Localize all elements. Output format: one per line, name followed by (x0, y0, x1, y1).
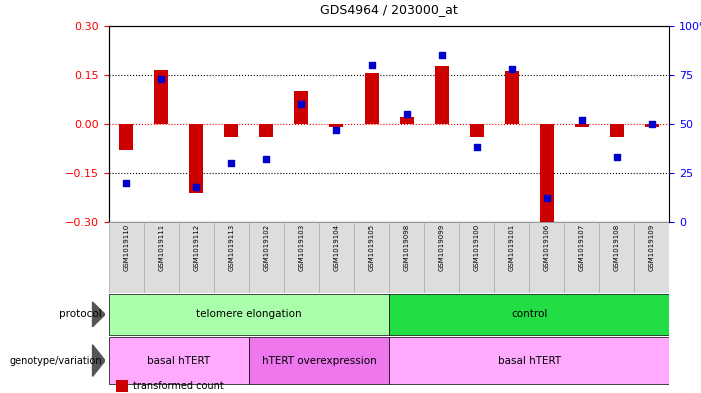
Text: telomere elongation: telomere elongation (196, 309, 301, 320)
Point (366, 62, 377, 68)
Bar (564, 222, 599, 293)
Bar (144, 222, 179, 293)
Bar (389, 294, 669, 335)
Bar (470, 124, 484, 137)
Bar (389, 222, 424, 293)
Bar (575, 124, 589, 127)
Point (471, 144, 482, 151)
Text: basal hTERT: basal hTERT (498, 356, 561, 365)
Bar (319, 222, 354, 293)
Text: GSM1019108: GSM1019108 (614, 224, 620, 272)
Text: GSM1019101: GSM1019101 (509, 224, 515, 272)
Bar (505, 72, 519, 124)
Bar (294, 91, 308, 124)
Point (611, 154, 622, 160)
Text: GSM1019107: GSM1019107 (579, 224, 585, 272)
Text: GSM1019102: GSM1019102 (264, 224, 269, 271)
Text: GSM1019110: GSM1019110 (123, 224, 129, 272)
Bar (119, 124, 133, 150)
Text: GSM1019105: GSM1019105 (369, 224, 374, 271)
Bar (459, 222, 494, 293)
Bar (634, 222, 669, 293)
Bar (424, 222, 459, 293)
Bar (214, 222, 249, 293)
Bar (224, 124, 238, 137)
Bar (154, 70, 168, 124)
Point (191, 184, 202, 190)
Text: GDS4964 / 203000_at: GDS4964 / 203000_at (320, 3, 458, 16)
Text: GSM1019109: GSM1019109 (649, 224, 655, 272)
Bar (389, 337, 669, 384)
Text: GSM1019098: GSM1019098 (404, 224, 409, 272)
Text: GSM1019106: GSM1019106 (544, 224, 550, 272)
Text: GSM1019103: GSM1019103 (299, 224, 304, 272)
Text: control: control (511, 309, 547, 320)
Text: GSM1019104: GSM1019104 (334, 224, 339, 271)
Bar (400, 117, 414, 124)
Point (576, 117, 587, 123)
Point (506, 66, 517, 72)
Bar (179, 222, 214, 293)
Point (331, 127, 342, 133)
Bar (189, 124, 203, 193)
Bar (540, 124, 554, 225)
Point (646, 121, 658, 127)
Bar (435, 66, 449, 124)
Bar (645, 124, 659, 127)
Bar (109, 337, 249, 384)
Text: GSM1019113: GSM1019113 (229, 224, 234, 272)
Text: GSM1019099: GSM1019099 (439, 224, 444, 272)
Text: transformed count: transformed count (133, 381, 224, 391)
Text: GSM1019112: GSM1019112 (193, 224, 199, 271)
Point (121, 180, 132, 186)
Polygon shape (93, 302, 105, 327)
Bar (249, 337, 389, 384)
Point (401, 111, 412, 117)
Bar (365, 73, 379, 124)
Point (261, 156, 272, 162)
Text: GSM1019100: GSM1019100 (474, 224, 479, 272)
Bar (109, 222, 144, 293)
Point (436, 52, 447, 58)
Text: GSM1019111: GSM1019111 (158, 224, 164, 272)
Bar (259, 124, 273, 137)
Bar (329, 124, 343, 127)
Point (296, 101, 307, 107)
Bar (494, 222, 529, 293)
Point (226, 160, 237, 166)
Text: protocol: protocol (59, 309, 102, 320)
Bar (249, 222, 284, 293)
Point (541, 195, 552, 202)
Text: basal hTERT: basal hTERT (147, 356, 210, 365)
Polygon shape (93, 345, 105, 376)
Bar (529, 222, 564, 293)
Bar (109, 294, 389, 335)
Bar (599, 222, 634, 293)
Point (156, 75, 167, 82)
Bar (284, 222, 319, 293)
Text: hTERT overexpression: hTERT overexpression (261, 356, 376, 365)
Bar (354, 222, 389, 293)
Text: genotype/variation: genotype/variation (9, 356, 102, 365)
Bar (610, 124, 624, 137)
